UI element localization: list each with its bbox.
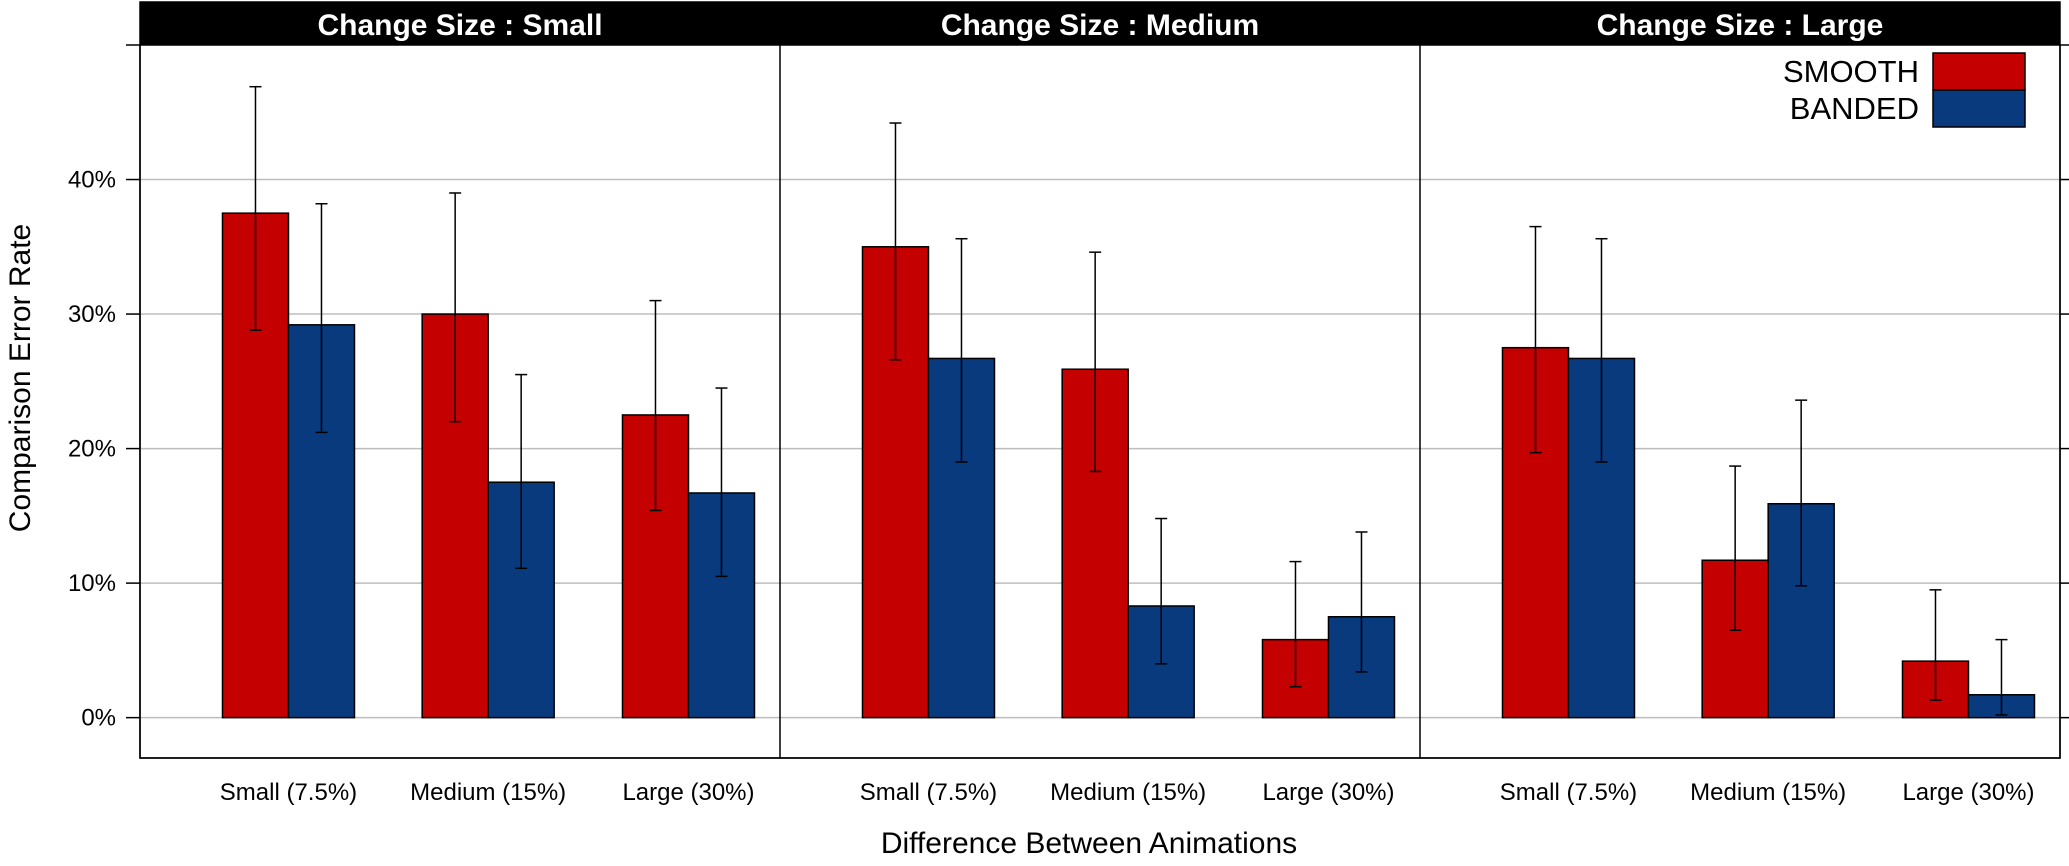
x-tick-label: Medium (15%) [1690, 779, 1846, 806]
error-bars [249, 85, 2008, 716]
panel-strips: Change Size : Small Change Size : Medium C… [140, 2, 2060, 45]
y-axis: 0% 10% 20% 30% 40% [68, 44, 2069, 732]
legend-swatch-smooth [1932, 52, 2026, 91]
panel-strip [140, 2, 780, 45]
panel-frame [139, 1, 2061, 759]
x-tick-label: Medium (15%) [1050, 779, 1206, 806]
legend-swatch-banded [1932, 89, 2026, 128]
outer-border [139, 1, 2061, 759]
x-tick-label: Small (7.5%) [220, 779, 357, 806]
y-axis-title: Comparison Error Rate [4, 224, 37, 532]
legend-label-smooth: SMOOTH [1783, 54, 1919, 89]
bars [221, 212, 2036, 719]
x-tick-label: Medium (15%) [410, 779, 566, 806]
y-tick-label: 40% [68, 167, 116, 194]
x-tick-label: Large (30%) [1902, 779, 2034, 806]
panel-title: Change Size : Small [317, 9, 602, 42]
panel-strip [1420, 2, 2060, 45]
x-tick-label: Small (7.5%) [860, 779, 997, 806]
y-tick-label: 10% [68, 570, 116, 597]
x-axis-title: Difference Between Animations [881, 827, 1297, 860]
panel-title: Change Size : Medium [941, 9, 1259, 42]
panel-strip [780, 2, 1420, 45]
y-tick-label: 0% [81, 705, 116, 732]
x-tick-label: Large (30%) [1262, 779, 1394, 806]
x-axis: Small (7.5%) Medium (15%) Large (30%) Small… [220, 779, 2035, 806]
y-tick-label: 30% [68, 301, 116, 328]
x-tick-label: Small (7.5%) [1500, 779, 1637, 806]
y-tick-label: 20% [68, 436, 116, 463]
x-tick-label: Large (30%) [622, 779, 754, 806]
legend-label-banded: BANDED [1790, 91, 1919, 126]
panel-title: Change Size : Large [1597, 9, 1884, 42]
